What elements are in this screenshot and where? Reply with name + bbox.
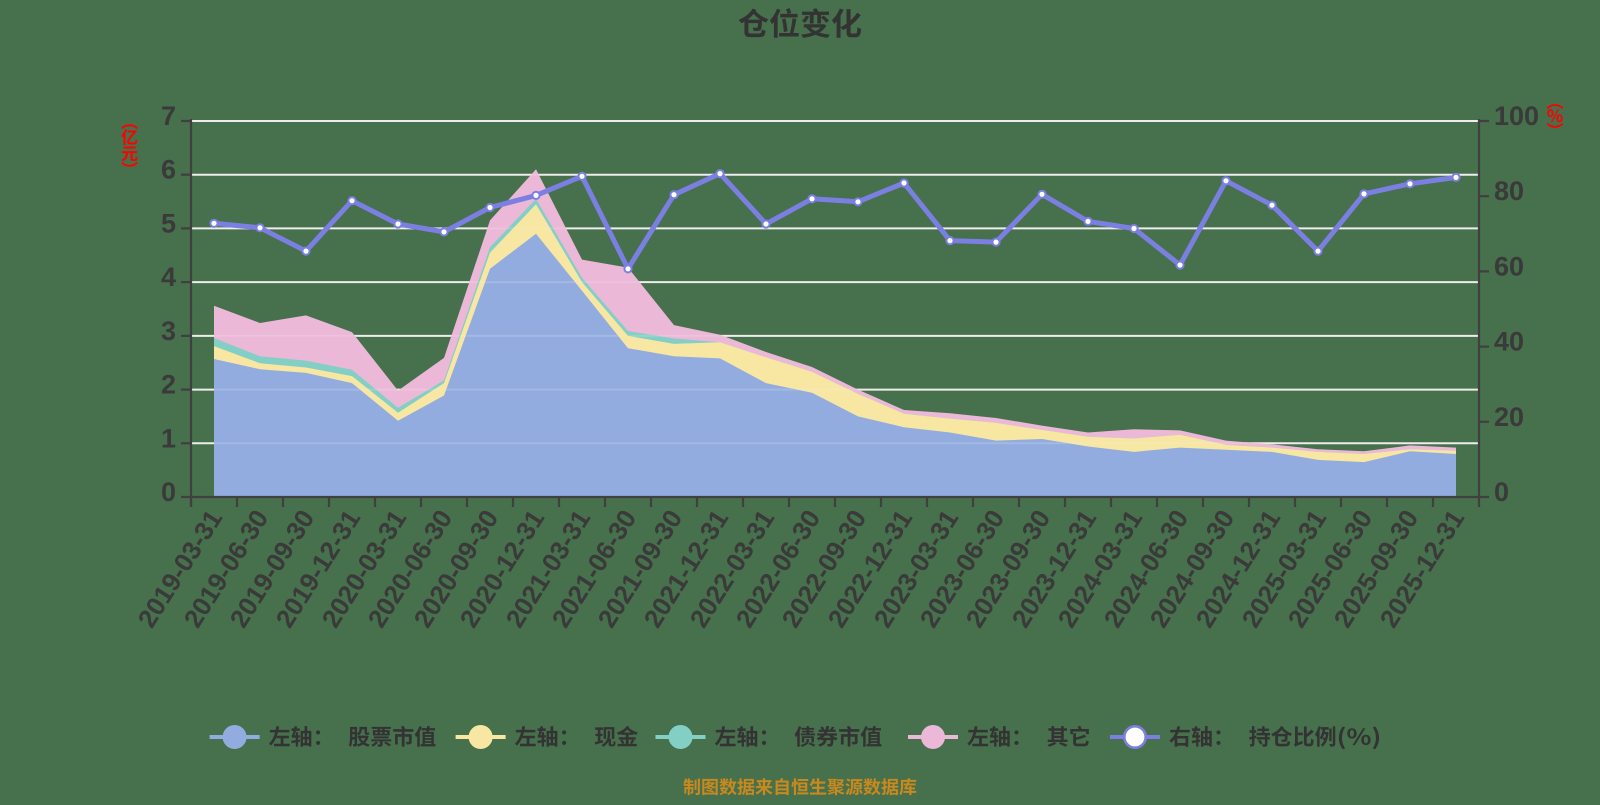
svg-text:5: 5 (161, 208, 176, 238)
svg-text:60: 60 (1494, 251, 1524, 281)
svg-text:20: 20 (1494, 402, 1524, 432)
svg-text:1: 1 (161, 423, 176, 453)
svg-text:0: 0 (1494, 477, 1509, 507)
svg-text:80: 80 (1494, 176, 1524, 206)
svg-text:3: 3 (161, 316, 176, 346)
svg-text:0: 0 (161, 477, 176, 507)
svg-text:2: 2 (161, 370, 176, 400)
svg-text:100: 100 (1494, 101, 1539, 131)
svg-text:6: 6 (161, 155, 176, 185)
svg-text:4: 4 (161, 262, 176, 292)
svg-text:40: 40 (1494, 327, 1524, 357)
svg-text:7: 7 (161, 101, 176, 131)
